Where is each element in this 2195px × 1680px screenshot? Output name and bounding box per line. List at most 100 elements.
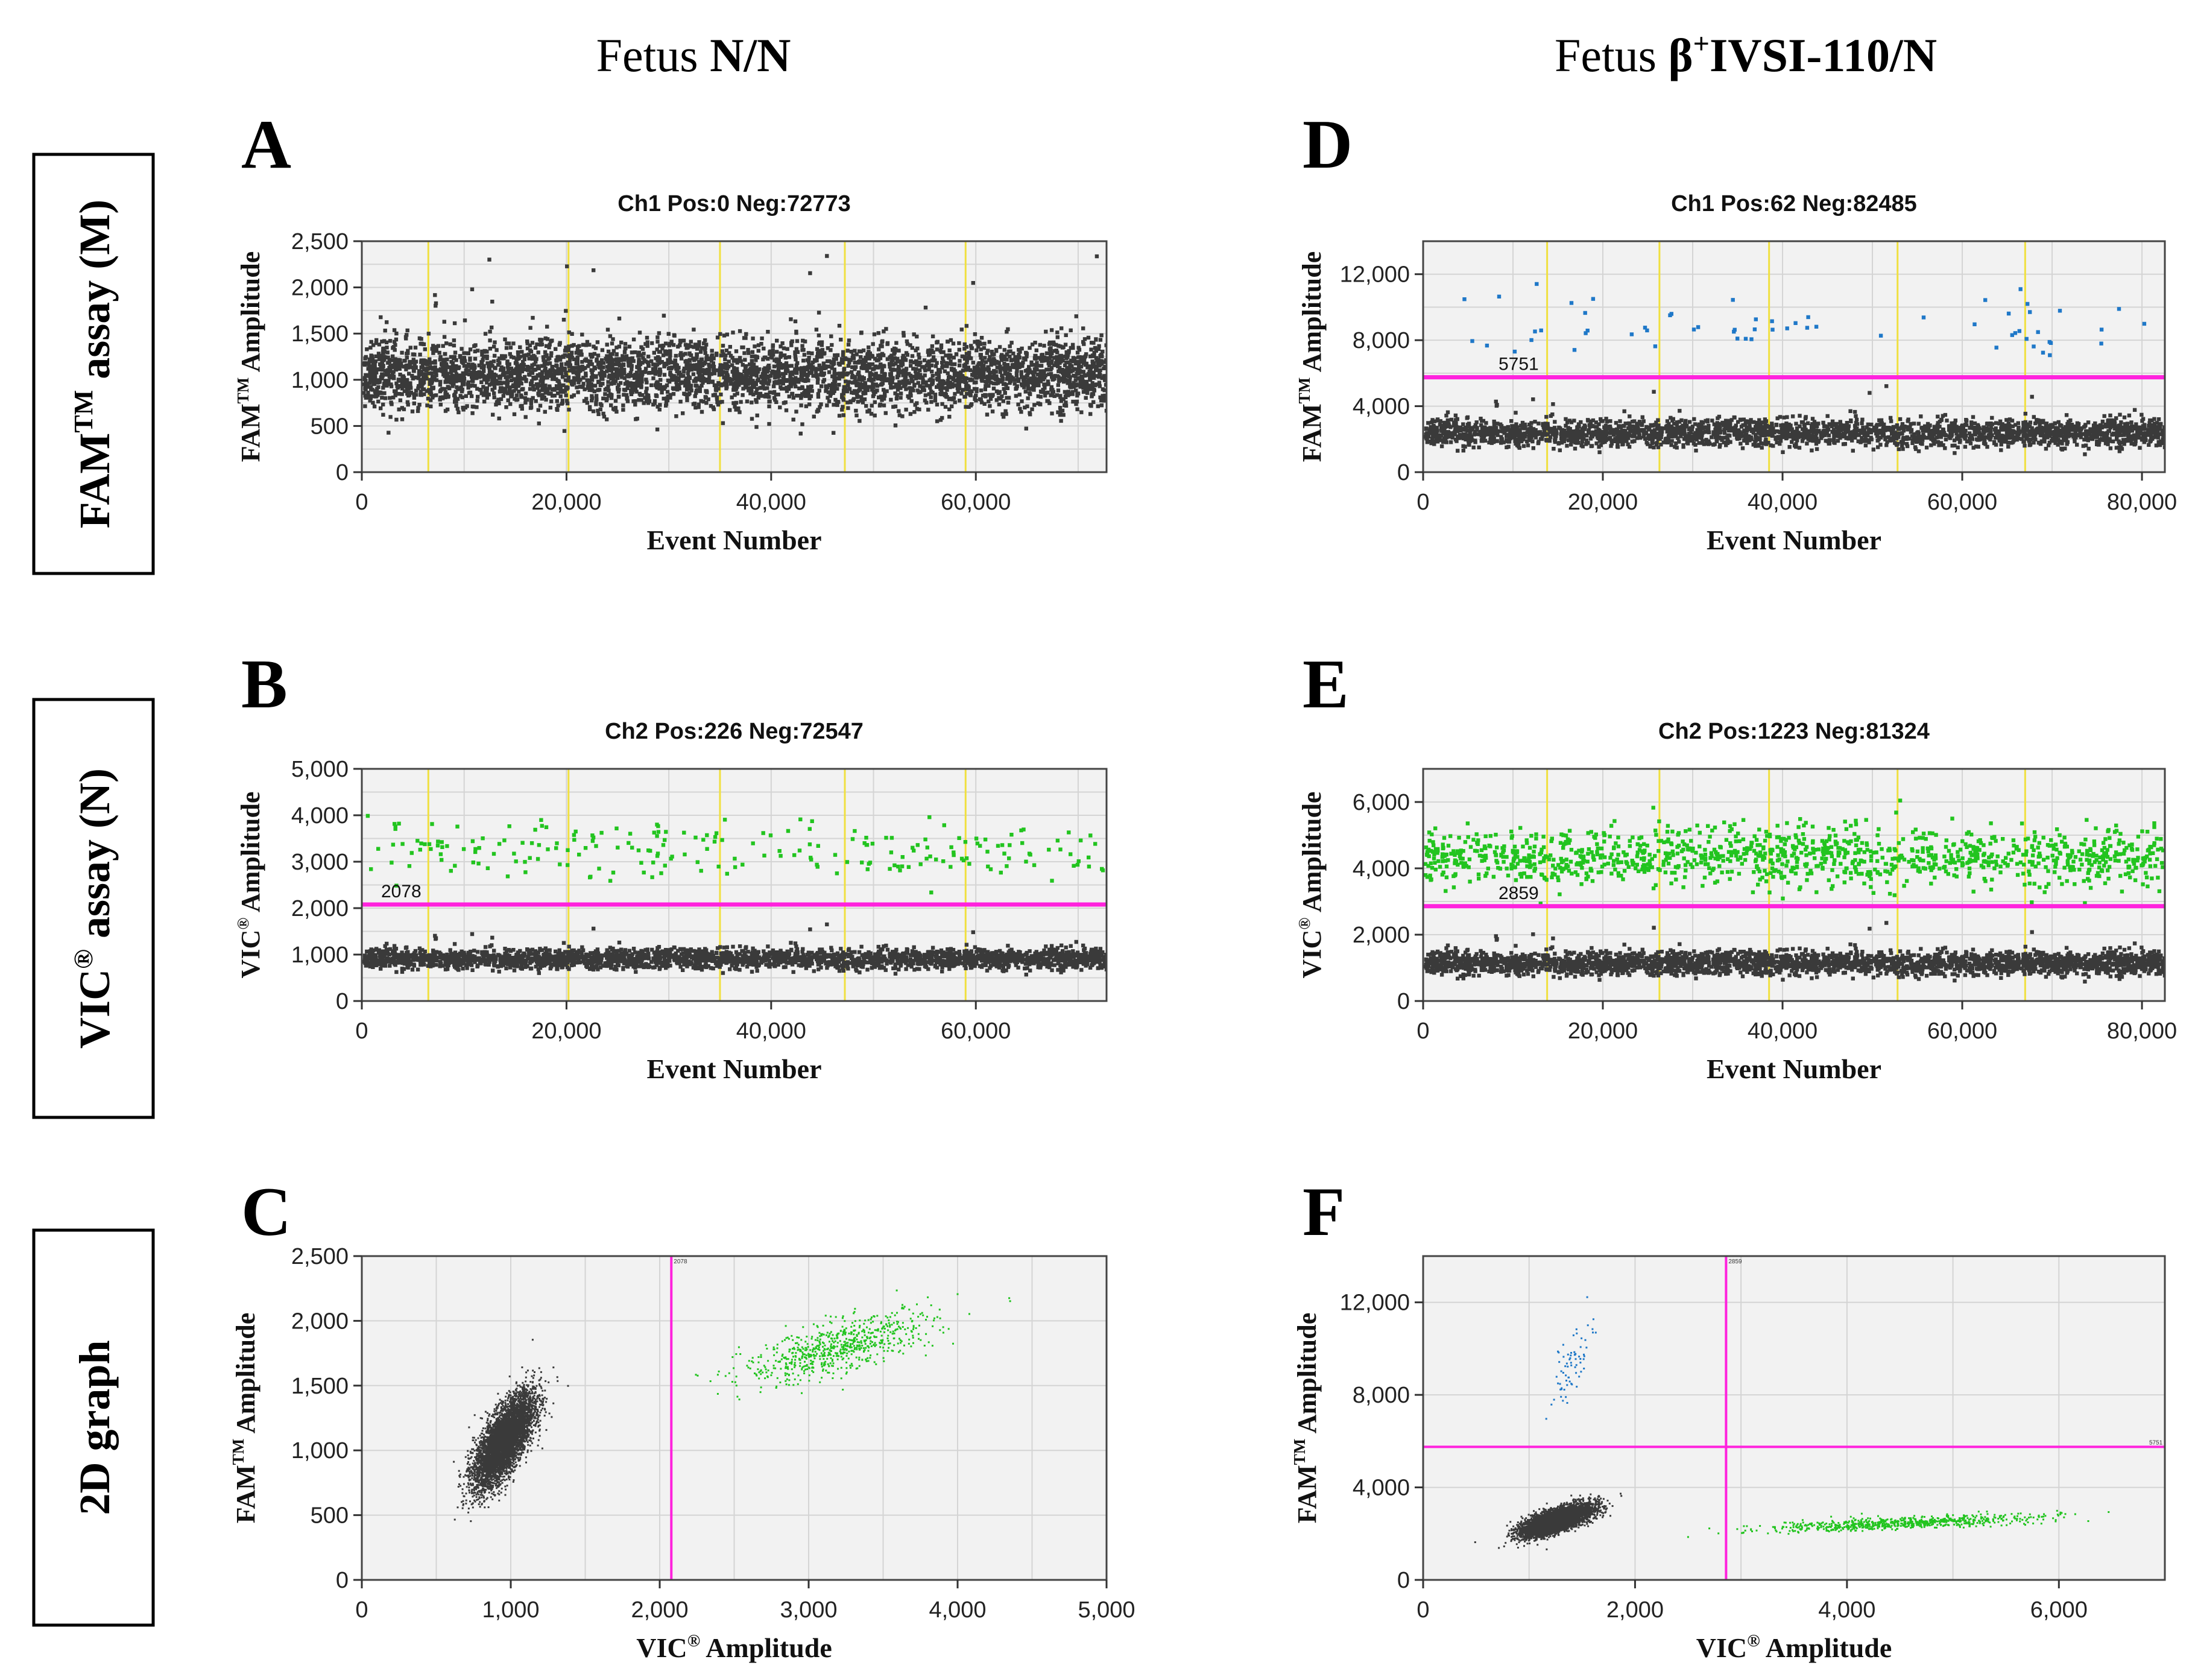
y-tick-label: 0 — [1397, 989, 1410, 1014]
y-tick-label: 500 — [311, 1503, 349, 1529]
column-header: Fetus N/N — [596, 29, 791, 81]
x-tick-label: 5,000 — [1078, 1597, 1135, 1623]
panel-c: C 2078 0 1,000 2,000 3,000 4,000 5,000 0 500 1,000… — [229, 1173, 1135, 1663]
y-tick-label: 8,000 — [1353, 1383, 1410, 1408]
column-header: Fetus β+IVSI-110/N — [1555, 28, 1937, 81]
x-tick-label: 60,000 — [1927, 490, 1997, 515]
y-tick-label: 5,000 — [291, 757, 349, 782]
threshold-label-x: 2078 — [674, 1258, 687, 1265]
chart-title: Ch1 Pos:0 Neg:72773 — [617, 191, 851, 216]
series-double-negative — [1474, 1492, 1623, 1550]
y-tick-label: 12,000 — [1340, 1290, 1410, 1316]
data-points — [1423, 282, 2165, 456]
y-axis-label: VIC® Amplitude — [234, 792, 265, 979]
x-tick-label: 40,000 — [736, 1018, 806, 1044]
x-tick-label: 4,000 — [929, 1597, 986, 1623]
y-tick-label: 2,500 — [291, 1244, 349, 1269]
data-points — [362, 254, 1107, 436]
row-label-box — [32, 1228, 155, 1627]
y-tick-label: 8,000 — [1353, 328, 1410, 353]
chart-title: Ch2 Pos:1223 Neg:81324 — [1658, 719, 1930, 744]
series-VIC-positive — [1687, 1509, 2110, 1538]
y-axis-label: FAMTM Amplitude — [229, 1313, 261, 1523]
x-tick-label: 2,000 — [1606, 1597, 1664, 1623]
x-tick-label: 0 — [1416, 1018, 1429, 1044]
y-tick-label: 0 — [336, 989, 349, 1014]
row-label: 2D graph — [71, 1340, 119, 1515]
y-tick-label: 1,000 — [291, 368, 349, 393]
threshold-label-y: 5751 — [2149, 1439, 2163, 1446]
x-tick-label: 80,000 — [2107, 1018, 2177, 1044]
y-tick-label: 0 — [336, 460, 349, 485]
y-tick-label: 4,000 — [291, 803, 349, 829]
x-tick-label: 0 — [355, 1018, 368, 1044]
y-tick-label: 4,000 — [1353, 856, 1410, 882]
y-tick-label: 1,500 — [291, 321, 349, 347]
x-axis-label: Event Number — [646, 525, 821, 555]
x-tick-label: 0 — [355, 1597, 368, 1623]
x-tick-label: 60,000 — [941, 490, 1011, 515]
panel-letter: D — [1303, 106, 1353, 183]
x-tick-label: 20,000 — [1568, 1018, 1638, 1044]
x-tick-label: 60,000 — [1927, 1018, 1997, 1044]
x-axis-label: VIC® Amplitude — [1696, 1631, 1892, 1663]
y-tick-label: 4,000 — [1353, 1476, 1410, 1501]
x-tick-label: 0 — [1416, 1597, 1429, 1623]
x-tick-label: 3,000 — [780, 1597, 837, 1623]
panel-letter: C — [241, 1173, 291, 1250]
plot-frame — [1422, 1255, 2166, 1581]
series-positive — [1423, 798, 2165, 906]
plot-frame — [361, 1255, 1108, 1581]
series-double-negative — [453, 1339, 569, 1523]
series-negative — [1423, 921, 2165, 984]
series-negative — [362, 922, 1107, 977]
y-tick-label: 6,000 — [1353, 790, 1410, 815]
row-label-box — [32, 153, 155, 575]
threshold-label: 5751 — [1499, 355, 1539, 374]
y-tick-label: 3,000 — [291, 850, 349, 875]
threshold-label: 2859 — [1499, 883, 1539, 903]
y-tick-label: 2,000 — [291, 276, 349, 301]
x-axis-label: Event Number — [1707, 525, 1881, 555]
y-tick-label: 0 — [336, 1568, 349, 1593]
y-tick-label: 1,000 — [291, 1438, 349, 1464]
x-tick-label: 40,000 — [1748, 490, 1818, 515]
row-label: FAMTM assay (M) — [69, 200, 119, 528]
panel-a: A Ch1 Pos:0 Neg:72773 0 20,000 40,000 60,000 0… — [234, 106, 1108, 555]
x-tick-label: 60,000 — [941, 1018, 1011, 1044]
y-tick-label: 1,000 — [291, 943, 349, 968]
x-axis-label: VIC® Amplitude — [636, 1631, 832, 1663]
x-tick-label: 4,000 — [1818, 1597, 1875, 1623]
series-negative — [1423, 384, 2165, 456]
x-axis-label: Event Number — [1707, 1053, 1881, 1084]
panel-letter: B — [241, 646, 288, 722]
panel-d: D Ch1 Pos:62 Neg:82485 5751 0 20,000 40,000 60… — [1295, 106, 2177, 555]
y-tick-label: 500 — [311, 414, 349, 439]
data-points — [1474, 1296, 2110, 1550]
y-tick-label: 12,000 — [1340, 262, 1410, 288]
y-tick-label: 0 — [1397, 1568, 1410, 1593]
row-label-box — [32, 698, 155, 1119]
y-tick-label: 2,000 — [1353, 923, 1410, 948]
plot-frame — [361, 768, 1108, 1002]
y-axis-label: FAMTM Amplitude — [1290, 1313, 1322, 1523]
panel-letter: A — [241, 106, 291, 183]
panel-f: F 2859 5751 0 2,000 4,000 6,000 0 4,000 8,000 12,0… — [1290, 1173, 2166, 1663]
x-tick-label: 0 — [1416, 490, 1429, 515]
y-axis-label: FAMTM Amplitude — [1295, 251, 1327, 462]
y-tick-label: 0 — [1397, 460, 1410, 485]
panel-letter: E — [1303, 646, 1349, 722]
chart-title: Ch2 Pos:226 Neg:72547 — [605, 719, 864, 744]
x-tick-label: 20,000 — [531, 1018, 601, 1044]
chart-title: Ch1 Pos:62 Neg:82485 — [1671, 191, 1917, 216]
series-FAM-positive — [1545, 1296, 1597, 1420]
row-label: VIC® assay (N) — [69, 768, 119, 1049]
y-tick-label: 2,000 — [291, 896, 349, 921]
x-tick-label: 1,000 — [482, 1597, 539, 1623]
y-tick-label: 2,500 — [291, 229, 349, 254]
panel-b: B Ch2 Pos:226 Neg:72547 2078 0 20,000 40,000 6… — [234, 646, 1108, 1084]
y-tick-label: 2,000 — [291, 1309, 349, 1334]
x-tick-label: 20,000 — [531, 490, 601, 515]
x-axis-label: Event Number — [646, 1053, 821, 1084]
